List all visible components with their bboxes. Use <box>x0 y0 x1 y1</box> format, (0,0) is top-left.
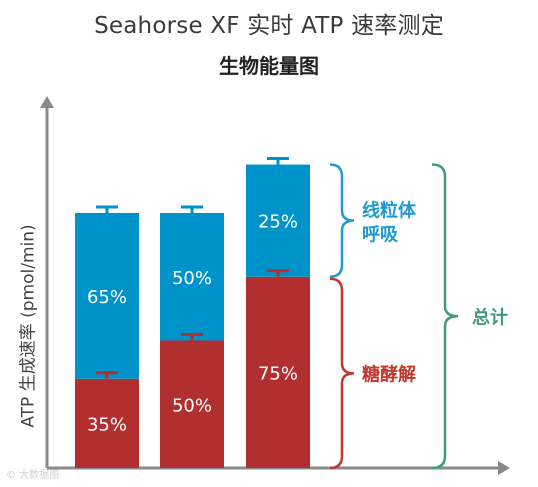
data-label-mitochondria-2: 50% <box>172 268 212 289</box>
bar-mitochondria-2 <box>160 213 224 341</box>
bar-glycolysis-1 <box>75 378 139 468</box>
bar-glycolysis-2 <box>160 340 224 468</box>
y-axis-arrow <box>40 96 54 108</box>
data-label-glycolysis-1: 35% <box>87 414 127 435</box>
annotation-total: 总计 <box>472 306 508 328</box>
bar-mitochondria-3 <box>246 164 310 277</box>
data-label-mitochondria-1: 65% <box>87 287 127 308</box>
bar-mitochondria-1 <box>75 213 139 379</box>
bar-glycolysis-3 <box>246 276 310 468</box>
data-label-glycolysis-2: 50% <box>172 395 212 416</box>
data-label-mitochondria-3: 25% <box>258 212 298 233</box>
mitochondria-bracket <box>329 163 355 278</box>
data-label-glycolysis-3: 75% <box>258 363 298 384</box>
watermark: © 大数据图 <box>6 470 60 481</box>
annotation-mitochondria-line-2: 呼吸 <box>362 225 399 246</box>
x-axis-arrow <box>498 461 510 475</box>
total-bracket <box>431 163 459 470</box>
chart-subtitle: 生物能量图 <box>219 54 319 78</box>
annotation-glycolysis: 糖酵解 <box>362 363 416 385</box>
glycolysis-bracket <box>329 277 355 470</box>
chart-title: Seahorse XF 实时 ATP 速率测定 <box>94 13 444 39</box>
annotation-mitochondria-line-1: 线粒体 <box>362 200 417 222</box>
